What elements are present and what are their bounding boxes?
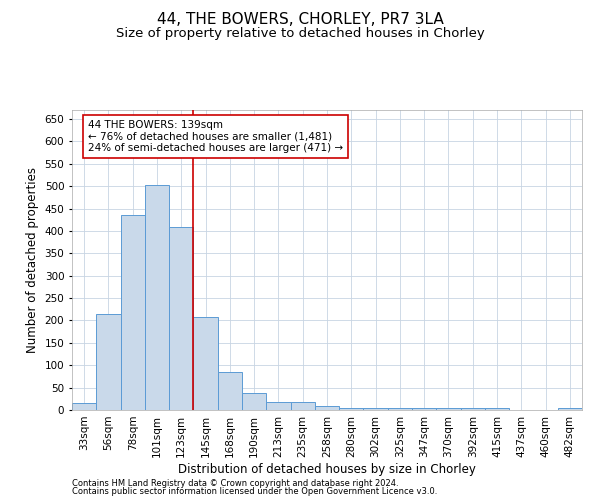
Text: 44, THE BOWERS, CHORLEY, PR7 3LA: 44, THE BOWERS, CHORLEY, PR7 3LA: [157, 12, 443, 28]
Bar: [315, 406, 339, 410]
Bar: [364, 408, 388, 410]
Bar: [290, 402, 315, 410]
Bar: [436, 408, 461, 410]
Bar: [218, 372, 242, 410]
Bar: [242, 393, 266, 410]
Bar: [193, 318, 218, 410]
Bar: [558, 408, 582, 410]
Text: 44 THE BOWERS: 139sqm
← 76% of detached houses are smaller (1,481)
24% of semi-d: 44 THE BOWERS: 139sqm ← 76% of detached …: [88, 120, 343, 153]
Bar: [169, 228, 193, 410]
Bar: [412, 408, 436, 410]
Bar: [266, 402, 290, 410]
X-axis label: Distribution of detached houses by size in Chorley: Distribution of detached houses by size …: [178, 462, 476, 475]
Bar: [145, 185, 169, 410]
Bar: [461, 408, 485, 410]
Text: Contains HM Land Registry data © Crown copyright and database right 2024.: Contains HM Land Registry data © Crown c…: [72, 478, 398, 488]
Text: Contains public sector information licensed under the Open Government Licence v3: Contains public sector information licen…: [72, 487, 437, 496]
Bar: [72, 404, 96, 410]
Bar: [96, 314, 121, 410]
Bar: [485, 408, 509, 410]
Y-axis label: Number of detached properties: Number of detached properties: [26, 167, 39, 353]
Text: Size of property relative to detached houses in Chorley: Size of property relative to detached ho…: [116, 28, 484, 40]
Bar: [121, 215, 145, 410]
Bar: [339, 408, 364, 410]
Bar: [388, 408, 412, 410]
